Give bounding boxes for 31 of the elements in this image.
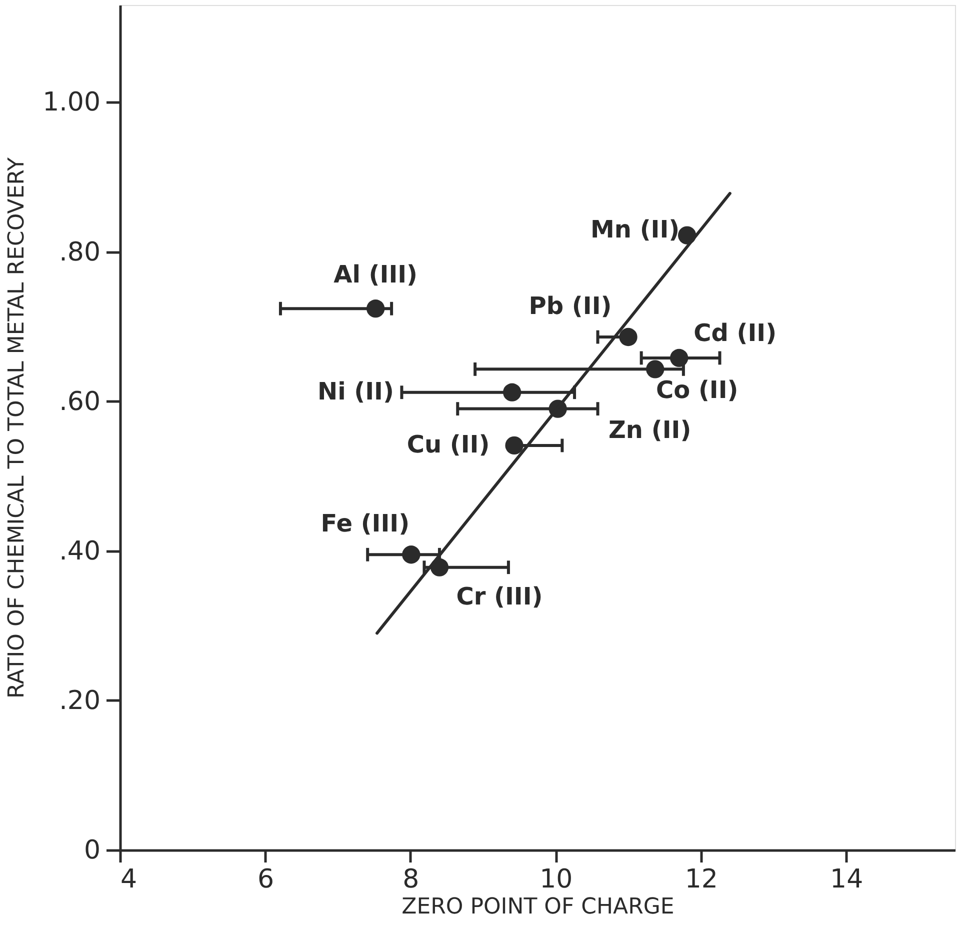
point xyxy=(366,300,385,318)
y-tick-label: .20 xyxy=(59,686,100,716)
point xyxy=(503,383,522,402)
x-tick-label: 14 xyxy=(830,864,864,894)
annotation: Mn (II) xyxy=(590,215,680,244)
annotation: Cd (II) xyxy=(694,318,777,347)
y-tick-label: 1.00 xyxy=(42,88,100,118)
y-tick-label: .60 xyxy=(59,386,100,417)
x-tick-label: 4 xyxy=(120,864,138,894)
point xyxy=(505,436,524,455)
point xyxy=(646,360,664,378)
x-tick-label: 8 xyxy=(402,864,420,894)
y-tick-label: 0 xyxy=(84,836,100,866)
annotation: Ni (II) xyxy=(317,377,394,406)
y-axis-title: RATIO OF CHEMICAL TO TOTAL METAL RECOVERY xyxy=(4,156,30,699)
point xyxy=(619,328,638,346)
x-axis-title: ZERO POINT OF CHARGE xyxy=(402,894,674,920)
point xyxy=(402,546,420,564)
x-tick-label: 6 xyxy=(257,864,274,894)
x-tick-label: 10 xyxy=(540,864,573,894)
annotation: Cu (II) xyxy=(406,430,490,458)
annotation: Cr (III) xyxy=(456,582,543,610)
annotation: Zn (II) xyxy=(608,416,692,444)
annotation: Co (II) xyxy=(656,376,738,404)
y-tick-label: .80 xyxy=(59,237,100,268)
point xyxy=(670,348,688,368)
x-tick-label: 12 xyxy=(684,864,718,894)
annotation: Al (III) xyxy=(334,260,418,289)
annotation: Fe (III) xyxy=(320,510,410,538)
y-tick-label: .40 xyxy=(59,536,100,566)
annotation: Pb (II) xyxy=(528,292,612,320)
